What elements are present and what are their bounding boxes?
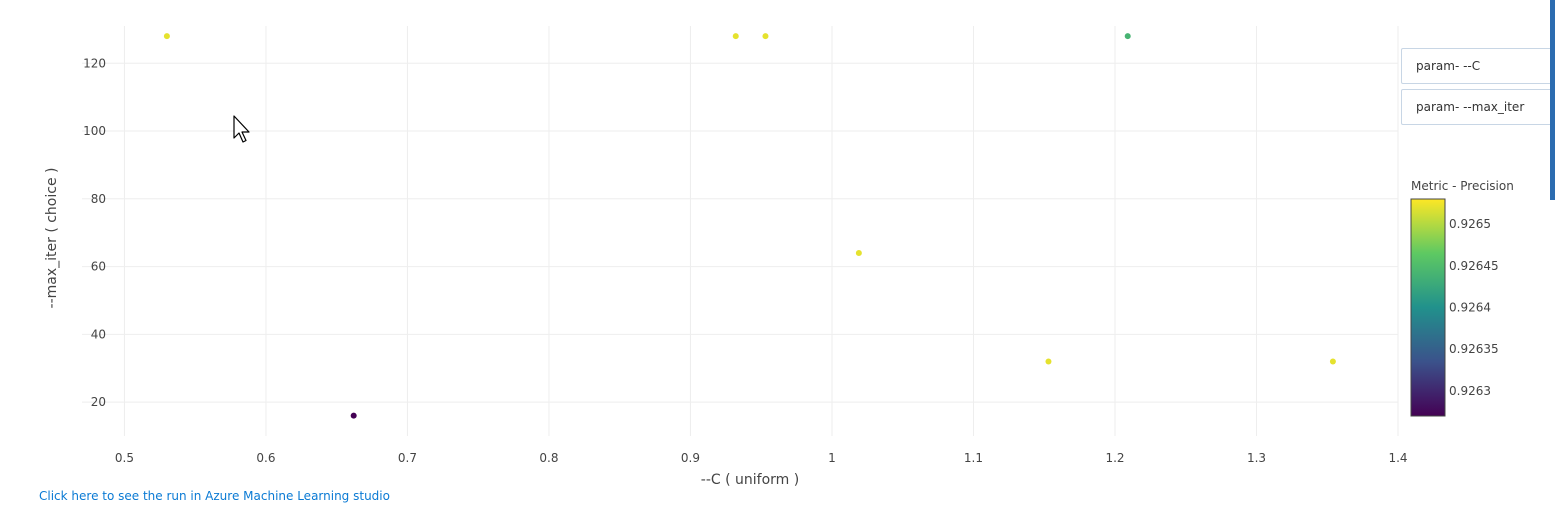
x-tick-label: 1.2 [1105, 451, 1124, 465]
y-tick-label: 20 [91, 395, 106, 409]
scatter-point[interactable] [732, 33, 739, 40]
x-param-dropdown[interactable]: param- --C [1401, 48, 1555, 84]
x-tick-label: 0.8 [539, 451, 558, 465]
scatter-point[interactable] [1329, 358, 1336, 365]
scatter-point[interactable] [855, 250, 862, 257]
scatter-point[interactable] [762, 33, 769, 40]
x-tick-label: 0.6 [256, 451, 275, 465]
grid-layer [82, 26, 1399, 436]
scatter-point[interactable] [350, 412, 357, 419]
y-param-dropdown[interactable]: param- --max_iter [1401, 89, 1555, 125]
y-axis-title: --max_iter ( choice ) [44, 168, 60, 309]
y-tick-label: 80 [91, 192, 106, 206]
colorbar [1410, 198, 1446, 417]
azure-ml-run-link[interactable]: Click here to see the run in Azure Machi… [39, 489, 390, 503]
x-tick-label: 0.7 [398, 451, 417, 465]
side-panel-edge [1550, 0, 1555, 200]
scatter-point[interactable] [163, 33, 170, 40]
x-tick-label: 1.4 [1388, 451, 1407, 465]
scatter-point[interactable] [1124, 33, 1131, 40]
y-tick-label: 100 [83, 124, 106, 138]
colorbar-tick-label: 0.9263 [1449, 384, 1491, 398]
mouse-cursor-icon [233, 115, 250, 143]
scatter-point[interactable] [1045, 358, 1052, 365]
x-axis-title: --C ( uniform ) [701, 472, 799, 488]
colorbar-tick-label: 0.9264 [1449, 301, 1491, 315]
colorbar-title: Metric - Precision [1411, 179, 1514, 193]
x-tick-label: 1.1 [964, 451, 983, 465]
y-tick-label: 60 [91, 260, 106, 274]
y-tick-label: 40 [91, 327, 106, 341]
colorbar-tick-label: 0.9265 [1449, 217, 1491, 231]
x-tick-label: 1.3 [1247, 451, 1266, 465]
point-layer [163, 33, 1336, 419]
colorbar-tick-label: 0.92645 [1449, 259, 1499, 273]
colorbar-tick-layer: 0.9263 0.92635 0.9264 0.92645 0.9265 [1449, 217, 1499, 398]
x-tick-label: 0.9 [681, 451, 700, 465]
x-tick-label: 0.5 [115, 451, 134, 465]
y-tick-label: 120 [83, 56, 106, 70]
x-tick-label: 1 [828, 451, 836, 465]
colorbar-tick-label: 0.92635 [1449, 342, 1499, 356]
tick-layer: 0.5 0.6 0.7 0.8 0.9 1 1.1 1.2 1.3 1.4 20 40 60 80 100 1… [83, 56, 1407, 465]
